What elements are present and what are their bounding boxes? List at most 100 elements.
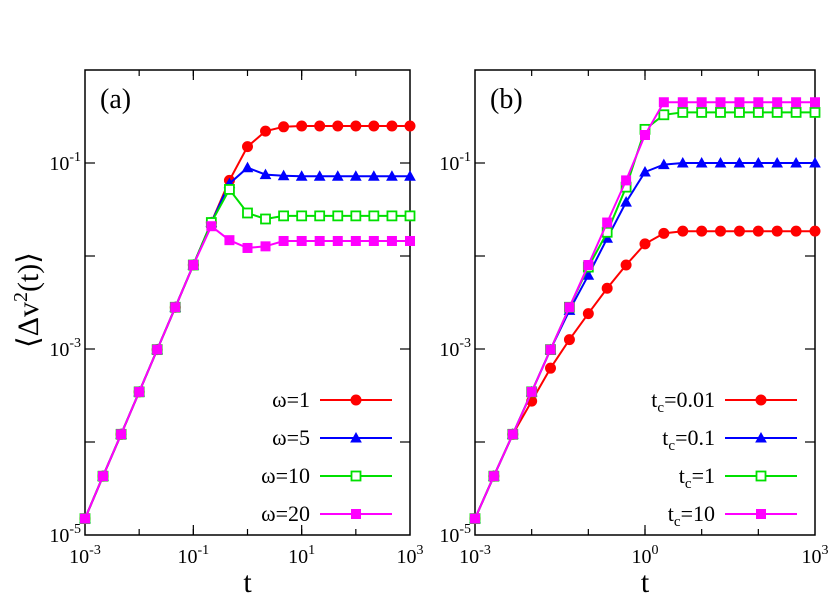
series-line bbox=[84, 166, 410, 519]
x-tick-label: 103 bbox=[397, 543, 424, 568]
y-tick-label: 10-3 bbox=[439, 336, 471, 361]
data-point bbox=[582, 269, 595, 280]
data-point bbox=[752, 225, 764, 237]
legend-marker bbox=[351, 509, 361, 519]
data-point bbox=[677, 225, 689, 237]
data-point bbox=[714, 156, 727, 168]
data-point bbox=[241, 161, 254, 173]
data-point bbox=[349, 170, 362, 181]
data-point bbox=[545, 362, 557, 374]
data-point bbox=[639, 238, 651, 250]
data-point bbox=[277, 169, 290, 181]
legend-marker bbox=[350, 431, 362, 443]
data-point bbox=[677, 107, 689, 118]
data-point bbox=[658, 227, 670, 239]
data-point bbox=[582, 308, 594, 320]
data-point bbox=[809, 225, 821, 237]
data-point bbox=[116, 429, 127, 440]
data-point bbox=[657, 158, 670, 170]
data-point bbox=[733, 225, 745, 237]
data-point bbox=[386, 210, 398, 222]
data-point bbox=[332, 120, 344, 132]
data-point bbox=[809, 107, 821, 118]
data-point bbox=[620, 259, 632, 271]
y-tick-label: 10-3 bbox=[49, 336, 81, 361]
data-point bbox=[296, 235, 307, 246]
series-1 bbox=[469, 225, 821, 525]
data-point bbox=[278, 210, 290, 222]
legend-marker bbox=[755, 394, 767, 406]
data-point bbox=[404, 120, 416, 132]
data-point bbox=[733, 156, 746, 168]
data-point bbox=[386, 170, 398, 181]
series-2 bbox=[469, 156, 821, 524]
legend-marker bbox=[350, 394, 362, 406]
y-tick-label: 10-5 bbox=[439, 522, 471, 547]
data-point bbox=[620, 196, 632, 207]
series-4 bbox=[80, 221, 415, 524]
data-point bbox=[314, 210, 326, 222]
data-point bbox=[368, 120, 380, 132]
series-line bbox=[84, 125, 410, 519]
data-point bbox=[658, 97, 669, 108]
panel-b: 10-3 100 10310-510-310-1t(b)tc=0.01tc=0.1t… bbox=[439, 69, 829, 599]
series-line bbox=[84, 187, 410, 519]
legend-marker bbox=[755, 431, 767, 443]
data-point bbox=[563, 334, 575, 346]
data-point bbox=[771, 156, 784, 168]
data-point bbox=[809, 156, 821, 168]
data-point bbox=[470, 513, 480, 524]
legend-label: tc=0.01 bbox=[651, 387, 715, 416]
y-tick-label: 10-1 bbox=[49, 150, 81, 175]
data-point bbox=[753, 97, 764, 108]
data-point bbox=[260, 241, 271, 252]
data-point bbox=[696, 225, 708, 237]
y-tick-label: 10-1 bbox=[439, 150, 471, 175]
panel-label: (b) bbox=[490, 84, 523, 115]
data-point bbox=[601, 282, 613, 294]
legend-marker bbox=[755, 470, 767, 482]
data-point bbox=[658, 109, 670, 121]
data-point bbox=[368, 210, 380, 222]
plot-frame bbox=[84, 69, 411, 536]
data-point bbox=[224, 184, 235, 195]
x-tick-label: 100 bbox=[632, 543, 659, 568]
series-line bbox=[474, 162, 815, 520]
legend-label: ω=5 bbox=[272, 425, 310, 450]
data-point bbox=[170, 302, 181, 313]
data-point bbox=[296, 120, 308, 132]
data-point bbox=[405, 235, 415, 246]
data-point bbox=[790, 225, 802, 237]
data-point bbox=[602, 217, 613, 228]
legend-label: ω=20 bbox=[261, 501, 310, 526]
data-point bbox=[752, 107, 764, 118]
data-point bbox=[313, 170, 326, 181]
data-point bbox=[278, 235, 289, 246]
data-point bbox=[242, 242, 253, 253]
data-point bbox=[386, 235, 397, 246]
data-point bbox=[526, 386, 537, 397]
series-line bbox=[474, 101, 815, 520]
data-point bbox=[260, 213, 271, 225]
data-point bbox=[331, 170, 344, 181]
data-point bbox=[386, 120, 398, 132]
legend-label: ω=1 bbox=[272, 387, 310, 412]
data-point bbox=[404, 210, 416, 222]
data-point bbox=[696, 107, 708, 118]
legend-entry: ω=10 bbox=[261, 463, 392, 488]
data-point bbox=[790, 107, 802, 118]
data-point bbox=[696, 97, 707, 108]
legend-label: tc=1 bbox=[679, 463, 715, 492]
legend-entry: tc=0.1 bbox=[662, 425, 797, 454]
data-point bbox=[295, 170, 308, 181]
data-point bbox=[791, 97, 802, 108]
legend-marker bbox=[350, 470, 362, 482]
x-tick-label: 103 bbox=[802, 543, 829, 568]
legend-label: ω=10 bbox=[261, 463, 310, 488]
data-point bbox=[134, 386, 145, 397]
series-1 bbox=[79, 120, 416, 525]
data-point bbox=[80, 513, 90, 524]
data-point bbox=[677, 97, 688, 108]
data-point bbox=[259, 168, 272, 180]
data-point bbox=[188, 260, 199, 271]
